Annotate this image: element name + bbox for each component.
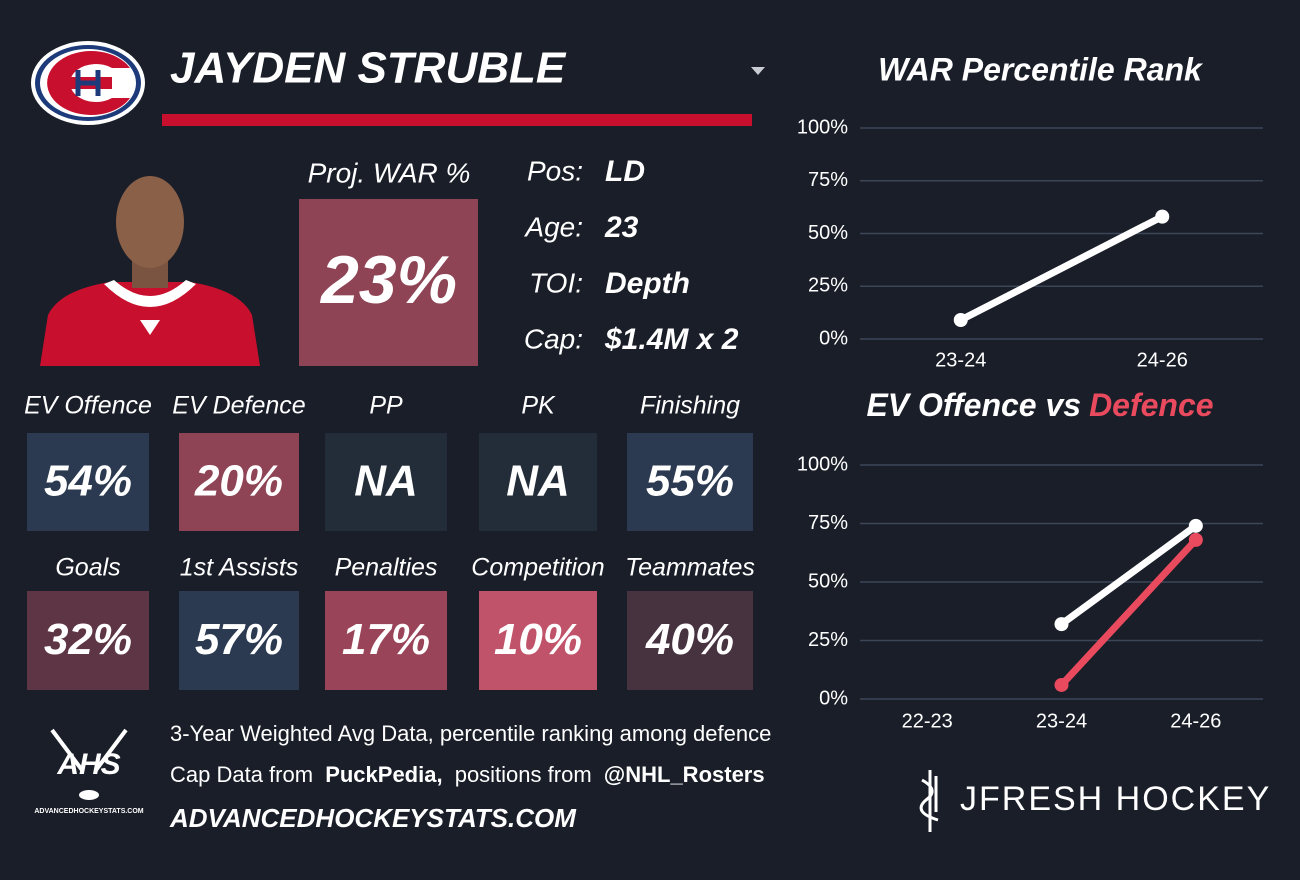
tile-value: 57% xyxy=(195,615,283,664)
tile-value: 40% xyxy=(645,615,734,664)
y-tick-label: 100% xyxy=(797,453,848,475)
y-tick-label: 0% xyxy=(819,327,848,349)
chart-title-part: Defence xyxy=(1089,387,1214,423)
player-photo xyxy=(40,176,260,366)
bio-value: LD xyxy=(605,155,645,188)
tile-value: 17% xyxy=(342,615,430,664)
dropdown-arrow[interactable] xyxy=(751,67,765,75)
tile-value: 32% xyxy=(44,615,132,664)
tile-value: 10% xyxy=(494,615,582,664)
tile-box xyxy=(479,433,597,531)
tile-label: PK xyxy=(521,392,556,420)
tile-box xyxy=(325,591,447,690)
proj-war-label: Proj. WAR % xyxy=(308,157,471,188)
tile-box xyxy=(179,433,299,531)
website: ADVANCEDHOCKEYSTATS.COM xyxy=(169,803,577,833)
series-point xyxy=(953,313,968,328)
series-point xyxy=(1155,209,1170,224)
tile-label: Goals xyxy=(55,554,120,582)
footer-credits: Cap Data from PuckPedia, positions from … xyxy=(170,762,765,787)
player-name: JAYDEN STRUBLE xyxy=(170,44,567,93)
tile-label: Penalties xyxy=(335,554,438,582)
tile-label: EV Defence xyxy=(172,392,305,420)
footer-credits-link: @NHL_Rosters xyxy=(604,762,765,787)
tile-value: 55% xyxy=(646,457,734,506)
y-tick-label: 75% xyxy=(808,512,848,534)
footer-note: 3-Year Weighted Avg Data, percentile ran… xyxy=(170,721,771,746)
bio-value: 23 xyxy=(604,211,639,244)
tile-box xyxy=(627,433,753,531)
x-tick-label: 23-24 xyxy=(1036,710,1087,732)
y-tick-label: 100% xyxy=(797,116,848,138)
tile-box xyxy=(479,591,597,690)
series-line xyxy=(1058,522,1200,628)
proj-war-box xyxy=(299,199,478,366)
x-tick-label: 24-26 xyxy=(1137,349,1188,371)
tile-box xyxy=(27,433,149,531)
tile-value: NA xyxy=(506,457,570,506)
tile-label: 1st Assists xyxy=(180,554,299,582)
y-tick-label: 75% xyxy=(808,169,848,191)
ahs-logo-text: AHS xyxy=(56,748,120,781)
footer-credits-text: Cap Data from xyxy=(170,762,313,787)
bio-label: Pos: xyxy=(527,155,583,186)
bio-label: Cap: xyxy=(524,323,583,354)
tile-box xyxy=(179,591,299,690)
tile-box xyxy=(27,591,149,690)
tile-value: NA xyxy=(354,457,418,506)
tile-label: Teammates xyxy=(625,554,755,582)
tile-box xyxy=(325,433,447,531)
tile-label: Finishing xyxy=(640,392,740,420)
brand-name: JFRESH HOCKEY xyxy=(960,780,1271,818)
bio-label: TOI: xyxy=(529,267,583,298)
x-tick-label: 24-26 xyxy=(1170,710,1221,732)
proj-war-value: 23% xyxy=(319,242,457,318)
bio-value: Depth xyxy=(605,267,690,300)
tile-value: 20% xyxy=(194,457,283,506)
ahs-logo-sub: ADVANCEDHOCKEYSTATS.COM xyxy=(34,808,143,815)
tile-box xyxy=(627,591,753,690)
team-logo xyxy=(31,41,145,125)
series-point xyxy=(1054,677,1069,692)
y-tick-label: 25% xyxy=(808,629,848,651)
tile-label: Competition xyxy=(471,554,604,582)
ahs-logo: AHS ADVANCEDHOCKEYSTATS.COM xyxy=(34,728,144,815)
y-tick-label: 25% xyxy=(808,275,848,297)
brand-logo xyxy=(919,770,939,832)
y-tick-label: 50% xyxy=(808,222,848,244)
x-tick-label: 22-23 xyxy=(902,710,953,732)
series-point xyxy=(1188,532,1203,547)
footer-credits-text: positions from xyxy=(455,762,592,787)
series-line xyxy=(1058,536,1200,689)
chart-title: EV Offence vs Defence xyxy=(866,387,1213,423)
y-tick-label: 50% xyxy=(808,570,848,592)
name-underline xyxy=(162,114,752,126)
chart-title-part: EV Offence vs xyxy=(866,387,1081,423)
bio-value: $1.4M x 2 xyxy=(604,323,739,356)
series-point xyxy=(1054,617,1069,632)
series-point xyxy=(1188,518,1203,533)
tile-value: 54% xyxy=(44,457,132,506)
y-tick-label: 0% xyxy=(819,687,848,709)
tile-label: EV Offence xyxy=(24,392,152,420)
x-tick-label: 23-24 xyxy=(935,349,986,371)
chart-title: WAR Percentile Rank xyxy=(878,51,1204,87)
bio-label: Age: xyxy=(523,211,583,242)
footer-credits-link: PuckPedia, xyxy=(325,762,442,787)
tile-label: PP xyxy=(369,392,403,420)
series-line xyxy=(957,213,1166,324)
